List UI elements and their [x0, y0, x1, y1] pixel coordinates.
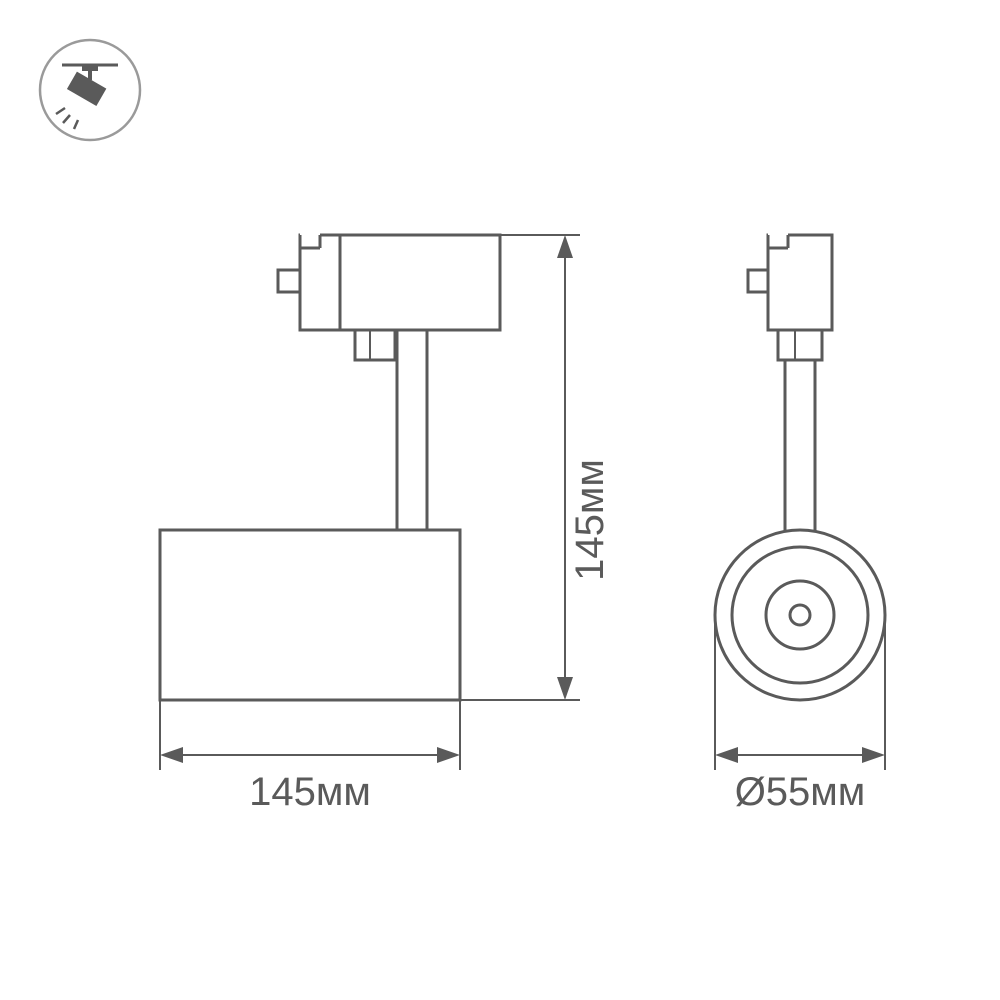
side-view: 145мм 145мм — [160, 235, 612, 814]
diameter-dim-label: Ø55мм — [735, 770, 866, 814]
height-dim-label: 145мм — [568, 459, 612, 581]
width-dim-label: 145мм — [249, 770, 371, 814]
track-spotlight-icon — [40, 40, 140, 140]
front-view: Ø55мм — [715, 235, 885, 814]
dimension-drawing: 145мм 145мм Ø55мм — [0, 0, 1000, 1000]
